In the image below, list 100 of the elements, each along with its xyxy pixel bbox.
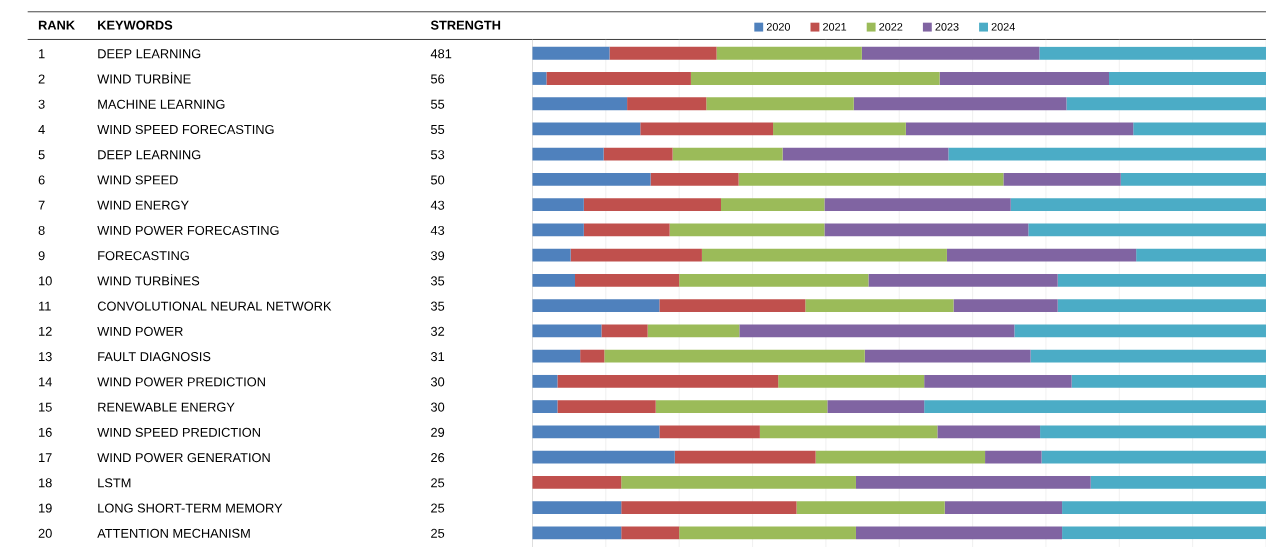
bar	[604, 349, 865, 363]
text: 39	[430, 251, 445, 261]
text: 55	[430, 99, 445, 109]
text: 10	[39, 276, 52, 286]
y-tick-label: WIND POWER	[97, 326, 183, 336]
bar	[532, 475, 622, 489]
bar	[621, 526, 680, 540]
bar	[782, 147, 949, 161]
bar	[738, 172, 1004, 186]
text: 16	[39, 427, 52, 437]
text: 53	[430, 150, 445, 160]
text: 50	[430, 175, 445, 185]
y-tick-label: WIND TURBİNE	[97, 72, 191, 84]
bar	[583, 223, 670, 237]
legend-label: 2024	[991, 22, 1015, 31]
bar	[1066, 97, 1266, 111]
bar	[905, 122, 1134, 136]
y-tick-label: WIND SPEED PREDICTION	[97, 427, 260, 437]
bar	[557, 400, 656, 413]
bar	[609, 46, 717, 60]
bar	[583, 198, 721, 211]
bar	[570, 248, 702, 262]
bar	[659, 299, 806, 312]
bar	[532, 450, 675, 464]
bar	[532, 248, 571, 262]
bar	[603, 147, 673, 161]
bar	[853, 97, 1067, 111]
bar	[532, 349, 581, 363]
bar	[532, 400, 558, 413]
bar	[1030, 349, 1266, 363]
bar	[924, 400, 1266, 413]
bar	[532, 97, 628, 111]
bar	[827, 400, 925, 413]
legend-label: 2023	[935, 22, 959, 31]
text: 56	[430, 74, 445, 84]
bar	[1109, 71, 1266, 85]
text: 25	[431, 503, 445, 513]
bar	[532, 299, 660, 312]
bar	[1057, 299, 1266, 312]
text: 43	[430, 225, 445, 235]
bar	[532, 147, 604, 161]
bar	[679, 526, 856, 540]
bar	[532, 374, 558, 388]
text: 5	[38, 150, 45, 160]
bar	[659, 425, 760, 439]
bar	[864, 349, 1031, 363]
text: 11	[39, 301, 51, 311]
text: 17	[39, 453, 52, 462]
bar	[706, 97, 854, 111]
bar	[690, 71, 940, 85]
bar	[601, 324, 648, 338]
text: 31	[430, 352, 445, 362]
y-tick-label: WIND POWER PREDICTION	[97, 377, 265, 387]
bar	[1014, 324, 1266, 338]
text: 481	[430, 49, 452, 59]
y-tick-label: DEEP LEARNING	[98, 49, 201, 59]
bar	[868, 273, 1058, 287]
y-tick-label: LONG SHORT-TERM MEMORY	[98, 503, 283, 513]
bar	[532, 526, 622, 540]
bar	[557, 374, 779, 388]
y-tick-label: WIND ENERGY	[97, 200, 189, 210]
bar	[532, 273, 576, 287]
bar	[1010, 198, 1266, 211]
legend-label: 2022	[879, 22, 903, 31]
bar	[532, 122, 641, 136]
bar	[855, 475, 1091, 489]
text: 35	[430, 276, 445, 286]
text: 43	[430, 200, 445, 210]
bar	[985, 450, 1042, 464]
text: 20	[38, 528, 52, 538]
text: RANK	[38, 20, 75, 30]
bar	[1133, 122, 1266, 136]
bar	[580, 349, 605, 363]
bar	[855, 526, 1063, 540]
bar	[720, 198, 825, 211]
text: 32	[430, 326, 445, 336]
bar	[1062, 526, 1266, 540]
bar	[546, 71, 691, 85]
text: 4	[38, 124, 45, 134]
text: STRENGTH	[430, 20, 501, 30]
text: 25	[431, 478, 445, 488]
y-tick-label: WIND TURBİNES	[97, 274, 200, 286]
y-axis-title: KEYWORDS	[98, 20, 173, 30]
bar	[805, 299, 954, 312]
text: 9	[38, 251, 45, 261]
y-tick-label: MACHINE LEARNING	[98, 99, 225, 109]
text: 26	[431, 452, 445, 463]
bar	[647, 324, 740, 338]
bar	[575, 273, 680, 287]
bar	[716, 46, 862, 60]
bar	[701, 248, 947, 262]
bar	[532, 172, 651, 186]
bar	[532, 501, 622, 514]
bar	[824, 198, 1011, 211]
text: 12	[39, 326, 52, 336]
bar	[1090, 475, 1266, 489]
text: 25	[431, 528, 445, 538]
bar	[1039, 46, 1266, 60]
y-tick-label: RENEWABLE ENERGY	[98, 402, 235, 412]
text: 1	[39, 49, 45, 59]
